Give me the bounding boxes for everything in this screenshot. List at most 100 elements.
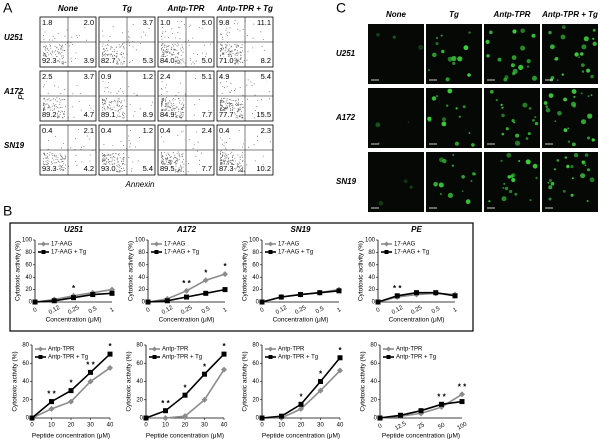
cell-stain (520, 28, 525, 34)
cell-stain (557, 111, 562, 116)
cell-stain (407, 121, 410, 123)
cell-stain (375, 122, 381, 128)
panel-label: C (336, 0, 346, 16)
y-tick-label: 40 (22, 379, 29, 385)
y-tick-label: 20 (138, 287, 145, 293)
cell-stain (470, 180, 473, 182)
y-tick-label: 40 (368, 275, 375, 281)
cell-stain (511, 72, 516, 76)
label-bg (100, 165, 116, 173)
label-bg (256, 57, 272, 65)
x-tick-label: 10 (278, 423, 285, 429)
cell-stain (512, 29, 517, 34)
quadrant-value: 0.4 (160, 126, 170, 135)
cell-stain (561, 25, 566, 29)
marker (337, 367, 343, 374)
image-bg (484, 88, 540, 148)
cell-stain (590, 94, 593, 97)
label-bg (138, 127, 154, 135)
row-label: A172 (3, 87, 24, 96)
marker (221, 366, 227, 373)
marker (394, 293, 400, 299)
y-tick-label: 0 (372, 300, 376, 306)
label-bg (197, 111, 213, 119)
cell-stain (592, 41, 597, 46)
x-tick-label: 1 (336, 307, 342, 314)
marker (184, 294, 189, 300)
cell-stain (511, 55, 517, 60)
cell-stain (545, 108, 551, 113)
marker (377, 415, 383, 421)
marker (145, 299, 151, 305)
cell-stain (468, 132, 471, 134)
y-tick-label: 60 (370, 361, 377, 367)
y-tick-label: 60 (25, 262, 32, 268)
marker (414, 290, 419, 296)
column-title: Tg (122, 4, 132, 13)
cell-stain (489, 30, 493, 35)
marker (143, 415, 149, 421)
label-bg (218, 165, 234, 173)
x-tick-label: 30 (201, 423, 208, 429)
cell-stain (566, 164, 570, 169)
cell-stain (447, 88, 453, 94)
x-tick-label: 1 (109, 307, 115, 314)
x-tick-label: 0 (32, 307, 38, 314)
cell-stain (572, 142, 576, 147)
cell-stain (548, 30, 552, 35)
label-bg (218, 57, 234, 65)
x-tick-label: 20 (298, 423, 305, 429)
legend-label: 17-AAG + Tg (394, 250, 429, 256)
cell-stain (501, 196, 507, 202)
significance: * * (47, 390, 56, 399)
cell-stain (528, 107, 532, 110)
y-tick-label: 40 (138, 275, 145, 281)
cell-stain (581, 119, 586, 125)
quadrant-value: 1.2 (143, 126, 153, 135)
marker (375, 299, 381, 305)
quadrant-value: 5.4 (261, 72, 271, 81)
cell-stain (572, 104, 576, 108)
cell-stain (580, 173, 586, 179)
cell-stain (586, 68, 591, 73)
quadrant-value: 3.9 (84, 56, 94, 65)
cell-stain (589, 177, 595, 183)
y-tick-label: 0 (142, 300, 146, 306)
legend-marker (268, 346, 273, 352)
significance: * (222, 342, 226, 351)
quadrant-value: 1.0 (160, 18, 170, 27)
label-bg (197, 19, 213, 27)
x-tick-label: 0.25 (294, 305, 308, 316)
label-bg (138, 57, 154, 65)
quadrant-value: 0.4 (219, 126, 229, 135)
cell-stain (418, 45, 424, 50)
cell-stain (376, 32, 380, 37)
cell-stain (529, 199, 532, 202)
cell-stain (564, 156, 567, 159)
quadrant-value: 93.0 (101, 164, 116, 173)
marker (201, 396, 208, 403)
marker (88, 369, 93, 375)
cell-stain (580, 52, 584, 56)
cell-stain (518, 64, 524, 70)
cell-stain (581, 160, 586, 165)
marker (183, 287, 190, 294)
flow-plot: 2.5 3.7 89.2 4.7 (39, 70, 97, 122)
x-tick-label: 0 (377, 423, 383, 430)
significance: * * (393, 284, 402, 293)
marker (107, 351, 113, 357)
marker (279, 413, 284, 419)
cell-stain (586, 200, 589, 202)
cell-stain (534, 116, 537, 119)
legend-label: Antp-TPR + Tg (278, 355, 318, 361)
row-label: U251 (336, 49, 356, 58)
cell-stain (490, 90, 494, 94)
cell-stain (543, 101, 548, 105)
cell-stain (497, 57, 502, 62)
legend-label: Antp-TPR (396, 347, 423, 353)
x-tick-label: 30 (317, 423, 324, 429)
label-bg (79, 165, 95, 173)
cell-stain (507, 175, 511, 179)
x-tick-label: 0.5 (315, 305, 326, 315)
